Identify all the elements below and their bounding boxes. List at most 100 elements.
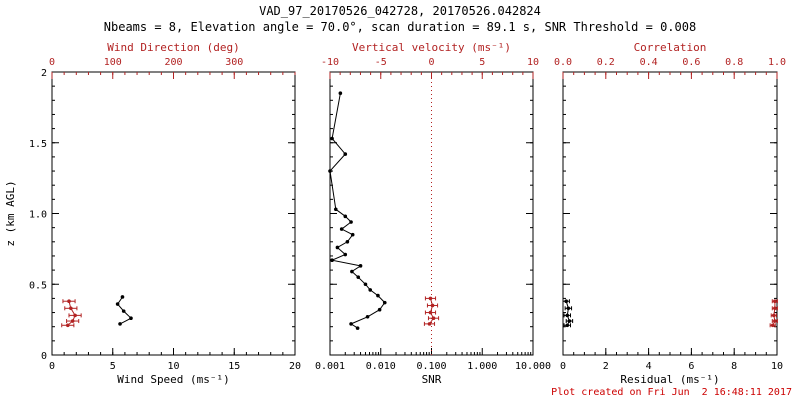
series-residual [562, 299, 574, 328]
y-tick-label: 0 [41, 351, 47, 362]
y-tick-label: 1.0 [29, 210, 47, 221]
plot-timestamp: Plot created on Fri Jun 2 16:48:11 2017 [551, 387, 792, 398]
bottom-axis-title: Residual (ms⁻¹) [620, 373, 719, 386]
bottom-tick-label: 10.000 [515, 361, 551, 372]
y-tick-label: 1.5 [29, 139, 47, 150]
data-point [363, 282, 368, 287]
data-point [566, 306, 571, 311]
bottom-tick-label: 4 [646, 361, 652, 372]
top-tick-label: 0 [49, 57, 55, 68]
data-point [350, 269, 354, 274]
data-point [339, 227, 344, 231]
bottom-tick-label: 10 [771, 361, 783, 372]
data-point [431, 316, 436, 321]
top-tick-label: 5 [479, 57, 485, 68]
data-point [345, 240, 350, 244]
data-point [355, 326, 360, 330]
top-axis-title: Vertical velocity (ms⁻¹) [352, 41, 511, 54]
data-point [330, 258, 334, 262]
data-point [356, 275, 361, 279]
bottom-tick-label: 0.100 [416, 361, 446, 372]
data-point [67, 299, 71, 304]
data-point [69, 306, 73, 311]
y-tick-label: 2 [41, 68, 47, 79]
top-tick-label: 10 [527, 57, 539, 68]
top-tick-label: 0.0 [554, 57, 572, 68]
y-axis-title: z (km AGL) [4, 180, 17, 246]
top-tick-label: 300 [225, 57, 243, 68]
data-point [428, 310, 433, 315]
bottom-tick-label: 8 [731, 361, 737, 372]
series-vertical-velocity [423, 296, 440, 326]
data-point [565, 313, 570, 318]
panel-wind: 0 0.5 1.0 1.5 2 z (km AGL) 0 5 10 15 20 Wind Speed … [4, 41, 301, 386]
y-tick-label: 0.5 [29, 280, 47, 291]
data-point [368, 288, 373, 292]
data-point [377, 307, 382, 312]
data-point [338, 91, 343, 96]
bottom-axis-title: SNR [422, 373, 442, 386]
data-point [427, 322, 432, 326]
top-tick-label: 0 [428, 57, 434, 68]
data-point [773, 306, 777, 311]
data-point [376, 293, 380, 298]
bottom-tick-label: 6 [688, 361, 694, 372]
series-wind-speed [115, 295, 133, 326]
bottom-tick-label: 0 [560, 361, 566, 372]
data-point [567, 319, 572, 323]
bottom-tick-label: 10 [167, 361, 179, 372]
data-point [70, 319, 75, 323]
bottom-tick-label: 20 [289, 361, 301, 372]
top-tick-label: 0.2 [597, 57, 615, 68]
series-wind-direction [61, 299, 82, 328]
data-point [330, 136, 334, 141]
plot-frame [562, 71, 778, 356]
bottom-tick-label: 0.001 [315, 361, 345, 372]
data-point [770, 323, 775, 328]
data-point [343, 252, 348, 257]
data-point [771, 313, 776, 318]
plot-title: VAD_97_20170526_042728, 20170526.042824 [259, 4, 541, 18]
data-point [129, 316, 133, 321]
data-point [349, 322, 353, 326]
panel-snr: 0.001 0.010 0.100 1.000 10.000 SNR -10 -5 0 5 10 Ve… [315, 41, 551, 386]
bottom-tick-label: 0 [49, 361, 55, 372]
data-point [365, 314, 370, 319]
data-point [333, 207, 338, 212]
data-point [430, 303, 435, 308]
top-axis-title: Wind Direction (deg) [107, 41, 239, 54]
bottom-tick-label: 1.000 [467, 361, 497, 372]
data-point [565, 323, 570, 328]
top-tick-label: -10 [321, 57, 339, 68]
data-point [428, 296, 433, 301]
top-tick-label: 0.8 [725, 57, 743, 68]
top-axis-title: Correlation [634, 41, 707, 54]
data-point [349, 220, 353, 224]
data-point [65, 323, 70, 328]
data-point [115, 302, 120, 306]
bottom-tick-label: 5 [110, 361, 116, 372]
series-snr-profile [328, 91, 387, 330]
bottom-axis-title: Wind Speed (ms⁻¹) [117, 373, 230, 386]
data-point [564, 299, 569, 304]
data-point [120, 295, 125, 299]
top-tick-label: 100 [104, 57, 122, 68]
top-tick-label: 1.0 [768, 57, 786, 68]
data-point [382, 300, 387, 305]
panel-residual: 0 2 4 6 8 10 Residual (ms⁻¹) 0.0 0.2 0.4 0.6 0.8 1.0… [554, 41, 786, 386]
data-point [343, 152, 348, 156]
top-tick-label: 0.4 [640, 57, 658, 68]
bottom-tick-label: 15 [228, 361, 240, 372]
data-point [773, 319, 777, 323]
data-point [121, 309, 126, 313]
data-point [335, 245, 340, 250]
bottom-tick-label: 2 [603, 361, 609, 372]
data-point [328, 169, 332, 173]
data-point [73, 313, 77, 318]
plot-frame [51, 71, 296, 356]
top-tick-label: -5 [375, 57, 387, 68]
plot-subtitle: Nbeams = 8, Elevation angle = 70.0°, sca… [103, 20, 697, 34]
data-point [118, 322, 122, 326]
